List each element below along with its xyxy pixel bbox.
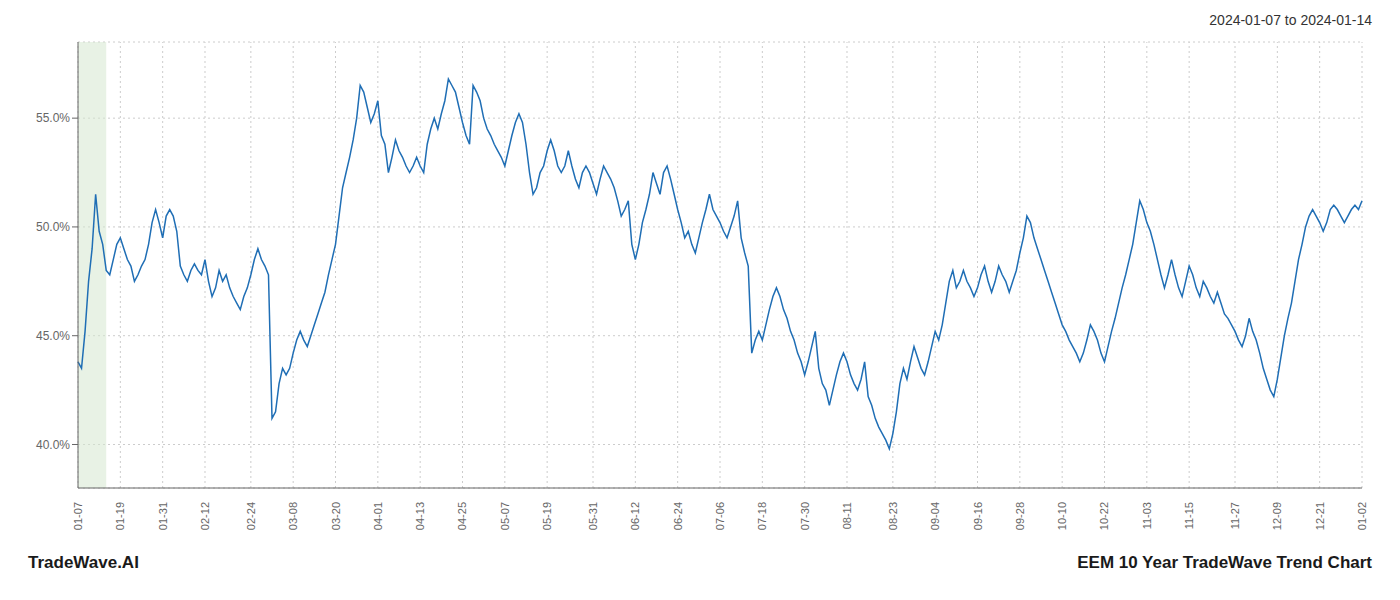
svg-text:11-27: 11-27 — [1229, 502, 1241, 529]
svg-text:11-03: 11-03 — [1141, 502, 1153, 529]
svg-text:11-15: 11-15 — [1183, 502, 1195, 529]
html-text:EEM 10 Year TradeWave Trend Ch: EEM 10 Year TradeWave Trend Chart — [1077, 553, 1372, 572]
svg-text:12-09: 12-09 — [1271, 502, 1283, 530]
svg-text:03-20: 03-20 — [330, 502, 342, 530]
svg-text:09-04: 09-04 — [929, 502, 941, 530]
svg-text:01-19: 01-19 — [114, 502, 126, 530]
svg-text:07-18: 07-18 — [756, 502, 768, 530]
svg-text:04-13: 04-13 — [414, 502, 426, 530]
svg-text:02-24: 02-24 — [245, 502, 257, 530]
svg-text:10-10: 10-10 — [1056, 502, 1068, 530]
svg-text:12-21: 12-21 — [1314, 502, 1326, 530]
svg-text:01-31: 01-31 — [157, 502, 169, 530]
svg-text:04-25: 04-25 — [456, 502, 468, 530]
svg-text:05-19: 05-19 — [541, 502, 553, 530]
svg-text:50.0%: 50.0% — [36, 220, 70, 234]
svg-text:08-23: 08-23 — [887, 502, 899, 530]
html-text:TradeWave.AI: TradeWave.AI — [28, 553, 139, 572]
svg-text:40.0%: 40.0% — [36, 438, 70, 452]
svg-text:02-12: 02-12 — [199, 502, 211, 530]
svg-text:09-28: 09-28 — [1014, 502, 1026, 530]
svg-text:10-22: 10-22 — [1098, 502, 1110, 530]
svg-text:03-08: 03-08 — [287, 502, 299, 530]
svg-text:01-07: 01-07 — [72, 502, 84, 530]
svg-text:04-01: 04-01 — [372, 502, 384, 530]
html-text:2024-01-07 to 2024-01-14: 2024-01-07 to 2024-01-14 — [1209, 12, 1372, 28]
svg-text:01-02: 01-02 — [1356, 502, 1368, 530]
svg-text:06-24: 06-24 — [672, 502, 684, 530]
svg-text:05-07: 05-07 — [499, 502, 511, 530]
svg-text:45.0%: 45.0% — [36, 329, 70, 343]
svg-text:07-06: 07-06 — [714, 502, 726, 530]
svg-text:55.0%: 55.0% — [36, 111, 70, 125]
svg-text:09-16: 09-16 — [972, 502, 984, 530]
svg-text:08-11: 08-11 — [841, 502, 853, 529]
svg-text:07-30: 07-30 — [799, 502, 811, 530]
svg-text:05-31: 05-31 — [587, 502, 599, 530]
svg-text:06-12: 06-12 — [629, 502, 641, 530]
